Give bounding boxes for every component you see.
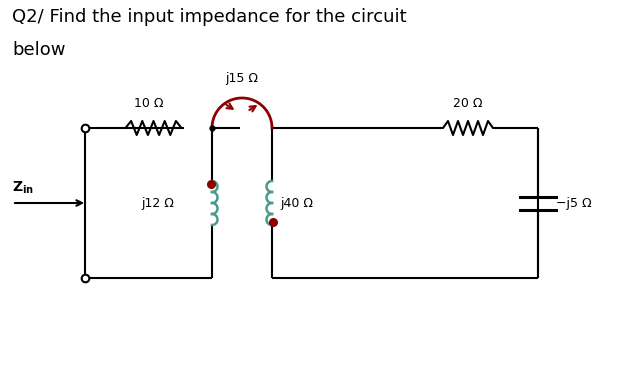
Text: j12 Ω: j12 Ω (141, 196, 174, 210)
Text: 20 Ω: 20 Ω (454, 97, 483, 110)
Text: −j5 Ω: −j5 Ω (556, 196, 592, 210)
Text: below: below (12, 41, 65, 59)
Text: 10 Ω: 10 Ω (134, 97, 163, 110)
Text: Q2/ Find the input impedance for the circuit: Q2/ Find the input impedance for the cir… (12, 8, 407, 26)
Text: j15 Ω: j15 Ω (226, 72, 259, 85)
Text: j40 Ω: j40 Ω (280, 196, 313, 210)
Text: $\mathbf{Z_{in}}$: $\mathbf{Z_{in}}$ (12, 180, 34, 196)
